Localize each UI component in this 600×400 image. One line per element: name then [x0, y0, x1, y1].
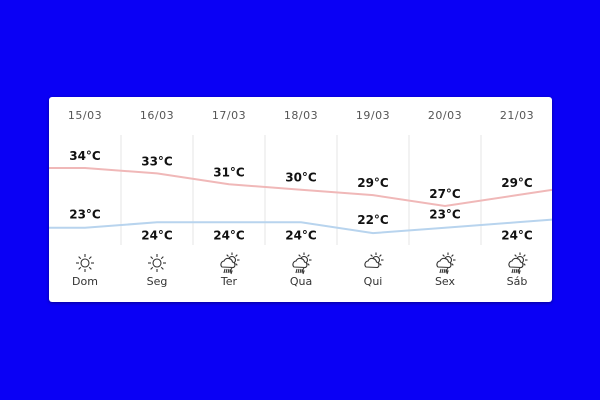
sun-ray: [150, 266, 154, 270]
weekday-label: Dom: [72, 275, 98, 288]
cloud-shape: [220, 257, 236, 269]
series-line-max: [49, 167, 552, 208]
sun-ray: [442, 254, 445, 257]
sun-ray: [88, 266, 92, 270]
thunderstorm-rain-icon: [436, 252, 456, 275]
date-label: 17/03: [212, 109, 246, 122]
rain-drop: [227, 268, 230, 274]
cloud-shape: [436, 257, 452, 269]
rain-drop: [299, 268, 302, 274]
sun-ray: [235, 254, 238, 257]
data-label-max: 30°C: [285, 171, 317, 185]
rain-drop: [439, 268, 442, 274]
date-label: 21/03: [500, 109, 534, 122]
rain-drop: [225, 268, 228, 274]
sun-ray: [160, 266, 164, 270]
sun-ray: [379, 254, 382, 257]
rain-drop: [513, 268, 516, 274]
sun-ray: [298, 254, 301, 257]
lightning-bolt: [300, 267, 305, 275]
data-label-max: 34°C: [69, 149, 101, 163]
sun-ray: [379, 263, 382, 266]
thunderstorm-rain-icon: [292, 252, 312, 275]
partly-cloudy-icon: [364, 252, 384, 269]
thunderstorm-rain-icon: [508, 252, 528, 275]
cloud-shape: [292, 257, 308, 269]
rain-drop: [297, 268, 300, 274]
data-label-min: 24°C: [213, 228, 245, 242]
rain-drop: [515, 268, 518, 274]
sun-ray: [226, 254, 229, 257]
sun-ray: [307, 254, 310, 257]
weekday-label: Ter: [220, 275, 238, 288]
weekday-label: Sáb: [507, 275, 528, 288]
date-label: 18/03: [284, 109, 318, 122]
sun-ray: [523, 263, 526, 266]
data-label-max: 31°C: [213, 165, 245, 179]
data-label-min: 23°C: [429, 208, 461, 222]
cloud-shape: [364, 257, 380, 269]
date-label: 20/03: [428, 109, 462, 122]
sun-ray: [514, 254, 517, 257]
sun-ray: [451, 254, 454, 257]
rain-drop: [441, 268, 444, 274]
date-label: 19/03: [356, 109, 390, 122]
rain-drop: [223, 268, 226, 274]
date-label: 16/03: [140, 109, 174, 122]
data-label-max: 33°C: [141, 154, 173, 168]
data-label-max: 29°C: [357, 176, 389, 190]
sun-core: [152, 258, 162, 268]
lightning-bolt: [228, 267, 233, 275]
cloud-shape: [508, 257, 524, 269]
sun-core: [80, 258, 90, 268]
weekday-label: Qui: [364, 275, 383, 288]
rain-drop: [295, 268, 298, 274]
lightning-bolt: [516, 267, 521, 275]
sun-icon: [76, 254, 94, 272]
sun-ray: [160, 256, 164, 260]
sun-ray: [235, 263, 238, 266]
temperature-chart: 15/03 16/03 17/03 18/03 19/03 20/03 21/03 34°C 3…: [49, 109, 552, 288]
sun-ray: [78, 266, 82, 270]
weekday-label: Sex: [435, 275, 456, 288]
date-label: 15/03: [68, 109, 102, 122]
lightning-bolt: [444, 267, 449, 275]
sun-ray: [523, 254, 526, 257]
sun-ray: [88, 256, 92, 260]
thunderstorm-rain-icon: [220, 252, 240, 275]
sun-ray: [78, 256, 82, 260]
rain-drop: [443, 268, 446, 274]
rain-drop: [511, 268, 514, 274]
data-label-min: 24°C: [141, 228, 173, 242]
data-label-min: 23°C: [69, 208, 101, 222]
data-label-max: 27°C: [429, 187, 461, 201]
weather-forecast-card: 15/03 16/03 17/03 18/03 19/03 20/03 21/03 34°C 3…: [49, 97, 552, 302]
sun-ray: [451, 263, 454, 266]
weekday-label: Qua: [290, 275, 312, 288]
sun-icon: [148, 254, 166, 272]
data-label-min: 22°C: [357, 213, 389, 227]
series-line-min: [49, 218, 552, 235]
weekday-label: Seg: [147, 275, 168, 288]
data-label-min: 24°C: [501, 228, 533, 242]
sun-ray: [370, 254, 373, 257]
data-label-min: 24°C: [285, 228, 317, 242]
data-label-max: 29°C: [501, 176, 533, 190]
sun-ray: [307, 263, 310, 266]
sun-ray: [150, 256, 154, 260]
